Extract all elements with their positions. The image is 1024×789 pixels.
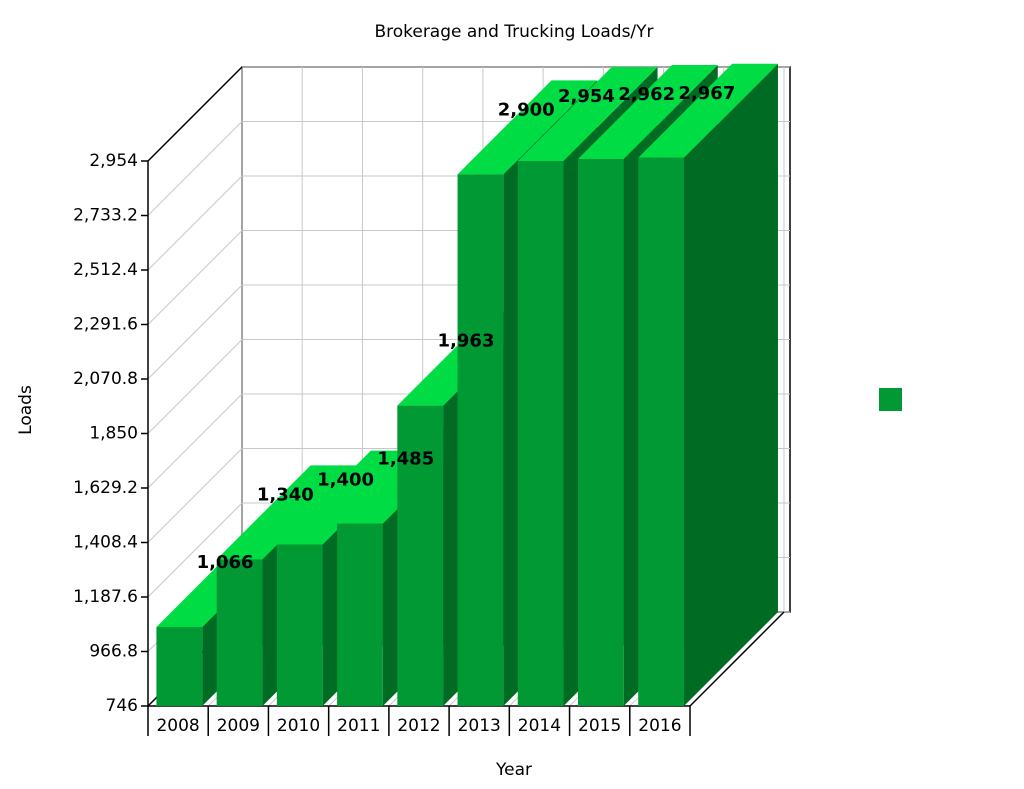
bar-top bbox=[577, 65, 718, 160]
bar-top bbox=[517, 67, 658, 161]
y-axis-label: Loads bbox=[16, 385, 36, 435]
y-tick-label: 2,291.6 bbox=[73, 315, 138, 335]
bar bbox=[337, 523, 383, 706]
bar-top bbox=[457, 80, 598, 175]
value-label: 1,963 bbox=[438, 331, 495, 352]
chart-title: Brokerage and Trucking Loads/Yr bbox=[374, 22, 653, 42]
y-tick-label: 2,733.2 bbox=[73, 206, 138, 226]
bar bbox=[638, 157, 684, 707]
value-label: 1,485 bbox=[377, 449, 434, 470]
x-tick-label: 2015 bbox=[578, 716, 621, 736]
value-label: 2,962 bbox=[618, 84, 675, 105]
y-tick-label: 2,954 bbox=[89, 151, 138, 171]
grid-line bbox=[147, 230, 243, 325]
y-tick-label: 966.8 bbox=[89, 642, 138, 662]
bar-top bbox=[638, 63, 778, 158]
bar bbox=[517, 161, 564, 706]
bar-side bbox=[683, 63, 778, 707]
x-tick-label: 2012 bbox=[397, 716, 440, 736]
bar-top bbox=[216, 465, 357, 560]
x-tick-label: 2014 bbox=[518, 716, 561, 736]
bar bbox=[276, 544, 323, 706]
bar bbox=[577, 159, 624, 706]
grid-line bbox=[147, 175, 243, 271]
x-tick-label: 2011 bbox=[337, 716, 380, 736]
grid-line bbox=[147, 448, 243, 543]
y-tick-label: 1,629.2 bbox=[73, 478, 138, 498]
x-tick-label: 2010 bbox=[277, 716, 320, 736]
value-label: 1,066 bbox=[197, 552, 254, 573]
axis-line bbox=[147, 66, 243, 162]
value-label: 2,967 bbox=[678, 83, 735, 104]
grid-line bbox=[147, 502, 243, 598]
bar bbox=[156, 627, 203, 706]
value-label: 2,954 bbox=[558, 86, 615, 107]
bar bbox=[216, 559, 263, 706]
legend-swatch bbox=[879, 388, 902, 411]
x-tick-label: 2013 bbox=[458, 716, 501, 736]
grid-line bbox=[147, 121, 243, 216]
y-tick-label: 1,408.4 bbox=[73, 533, 138, 553]
x-tick-label: 2009 bbox=[217, 716, 260, 736]
y-tick-label: 2,512.4 bbox=[73, 260, 138, 280]
x-tick-label: 2016 bbox=[638, 716, 681, 736]
y-tick-label: 1,187.6 bbox=[73, 587, 138, 607]
bar bbox=[457, 174, 504, 707]
y-tick-label: 746 bbox=[106, 696, 138, 716]
grid-line bbox=[147, 393, 243, 489]
value-label: 1,400 bbox=[317, 470, 374, 491]
value-label: 1,340 bbox=[257, 484, 314, 505]
bar bbox=[397, 405, 444, 706]
y-tick-label: 2,070.8 bbox=[73, 369, 138, 389]
y-tick-label: 1,850 bbox=[89, 424, 138, 444]
grid-line bbox=[147, 339, 243, 434]
bar-top bbox=[276, 450, 417, 545]
x-axis-label: Year bbox=[495, 760, 532, 780]
axis-line bbox=[689, 611, 785, 707]
grid-line bbox=[147, 284, 243, 380]
x-tick-label: 2008 bbox=[156, 716, 199, 736]
value-label: 2,900 bbox=[498, 99, 555, 120]
